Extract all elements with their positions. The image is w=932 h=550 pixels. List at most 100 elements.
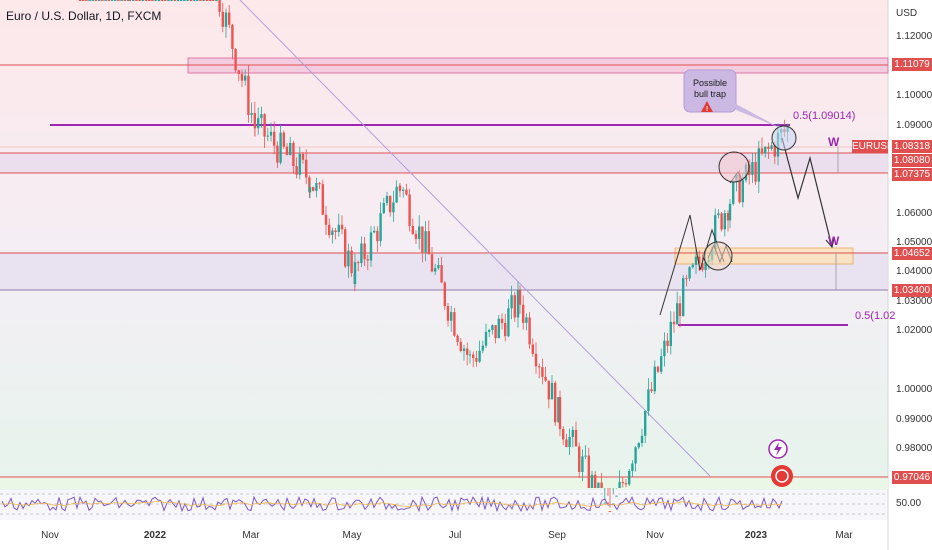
w-label-bottom: W — [828, 234, 840, 248]
candle-body — [751, 162, 754, 175]
candle-body — [647, 389, 650, 412]
candle-body — [434, 268, 437, 272]
candle-body — [141, 0, 144, 1]
candle-body — [151, 0, 154, 1]
trend-line — [239, 0, 711, 477]
candle-body — [656, 366, 660, 372]
candle-body — [760, 148, 764, 154]
candle-body — [253, 113, 256, 126]
candle-body — [107, 0, 110, 1]
candle-body — [500, 318, 504, 324]
candle-body — [522, 304, 525, 323]
candle-body — [189, 0, 192, 1]
candle-body — [202, 0, 205, 1]
candle-body — [660, 356, 663, 372]
candle-body — [513, 295, 516, 318]
candle-body — [328, 224, 331, 235]
candle-body — [173, 0, 176, 1]
candle-body — [726, 213, 730, 221]
candle-body — [615, 495, 618, 497]
candle-body — [295, 166, 298, 175]
badge-1.03400: 1.03400 — [892, 284, 932, 297]
candle-body — [547, 380, 550, 400]
candle-body — [340, 224, 344, 230]
candle-body — [289, 142, 292, 156]
candle-body — [196, 0, 199, 1]
candle-body — [301, 153, 305, 160]
candle-body — [154, 0, 157, 1]
candle-body — [550, 382, 554, 400]
candle-body — [669, 321, 672, 346]
candle-body — [510, 295, 513, 309]
x-tick-nov-2022: Nov — [646, 530, 664, 541]
candle-body — [192, 0, 196, 1]
x-tick-sep: Sep — [548, 530, 566, 541]
candle-body — [738, 174, 741, 203]
candle-body — [353, 262, 357, 284]
x-tick-jul: Jul — [448, 530, 462, 541]
candle-body — [557, 397, 560, 423]
candle-body — [199, 0, 202, 1]
candle-body — [541, 367, 544, 377]
candle-body — [578, 446, 581, 473]
candle-body — [571, 429, 574, 437]
candle-body — [357, 262, 360, 264]
candle-body — [440, 265, 443, 283]
orange-zone — [674, 247, 854, 265]
candle-body — [373, 230, 376, 233]
badge-1.08080: 1.08080 — [892, 154, 932, 167]
candle-body — [603, 502, 606, 504]
candle-body — [587, 455, 590, 488]
candle-body — [472, 354, 475, 359]
candle-body — [385, 195, 389, 204]
candle-body — [728, 203, 732, 221]
candle-body — [126, 0, 130, 1]
candle-body — [688, 267, 691, 279]
candle-body — [257, 118, 260, 129]
candle-body — [608, 511, 612, 513]
candle-body — [369, 232, 373, 261]
candle-body — [528, 317, 531, 345]
candle-body — [494, 325, 497, 339]
candle-body — [618, 481, 621, 488]
candle-body — [621, 481, 624, 484]
candle-body — [82, 0, 85, 1]
candle-body — [459, 341, 462, 352]
candle-body — [292, 142, 295, 167]
candle-body — [663, 340, 666, 357]
candle-body — [488, 329, 491, 332]
candle-body — [757, 148, 760, 182]
candle-body — [590, 474, 594, 488]
fib-bottom-label: 0.5(1.02 — [855, 310, 895, 322]
candle-body — [363, 243, 366, 260]
candle-body — [183, 0, 186, 1]
candle-body — [379, 213, 382, 242]
candle-body — [157, 0, 160, 1]
bottom-zone — [0, 477, 888, 489]
candle-body — [218, 0, 221, 12]
candle-body — [437, 265, 440, 269]
y-tick-1.10000: 1.10000 — [896, 90, 932, 101]
candle-body — [720, 213, 723, 230]
y-tick-1.03000: 1.03000 — [896, 296, 932, 307]
candle-body — [446, 306, 450, 321]
candle-body — [305, 159, 308, 178]
candle-body — [389, 195, 392, 213]
candle-body — [312, 187, 315, 191]
candle-body — [682, 278, 685, 317]
chart-title: Euro / U.S. Dollar, 1D, FXCM — [6, 9, 162, 23]
candle-body — [504, 323, 507, 337]
badge-1.11079: 1.11079 — [892, 58, 932, 71]
candle-body — [685, 278, 688, 280]
candle-body — [205, 0, 208, 1]
candle-body — [282, 132, 285, 147]
candle-body — [568, 436, 571, 447]
candle-body — [160, 0, 164, 1]
candle-body — [344, 229, 347, 267]
candle-body — [691, 264, 694, 268]
x-tick-may: May — [342, 530, 362, 541]
projection-path — [781, 137, 833, 248]
y-tick-1.00000: 1.00000 — [896, 384, 932, 395]
projection-arrow — [825, 237, 835, 249]
